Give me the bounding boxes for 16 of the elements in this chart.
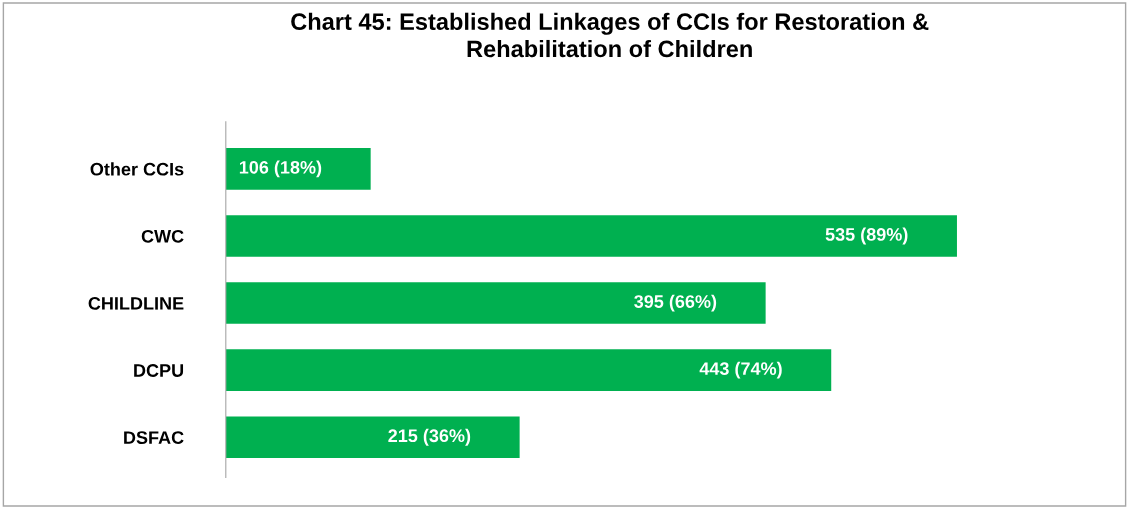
bar — [225, 215, 957, 257]
y-tick-label: DCPU — [134, 364, 184, 377]
data-label: 395 (66%) — [634, 294, 717, 312]
y-tick-label: CWC — [141, 229, 184, 243]
y-tick-label: CHILDLINE — [88, 297, 184, 310]
data-label: 215 (36%) — [388, 428, 471, 446]
bar — [225, 282, 766, 324]
bar — [225, 349, 832, 391]
data-label: 535 (89%) — [825, 227, 908, 245]
y-tick-label: Other CCIs — [90, 162, 184, 176]
chart-title: Chart 45: Established Linkages of CCIs for Restoration & Rehabilitation of Children — [291, 12, 929, 58]
y-tick-label: DSFAC — [124, 431, 184, 444]
bar — [225, 416, 520, 459]
bar — [225, 148, 371, 190]
data-label: 443 (74%) — [699, 361, 782, 379]
data-label: 106 (18%) — [239, 160, 322, 178]
